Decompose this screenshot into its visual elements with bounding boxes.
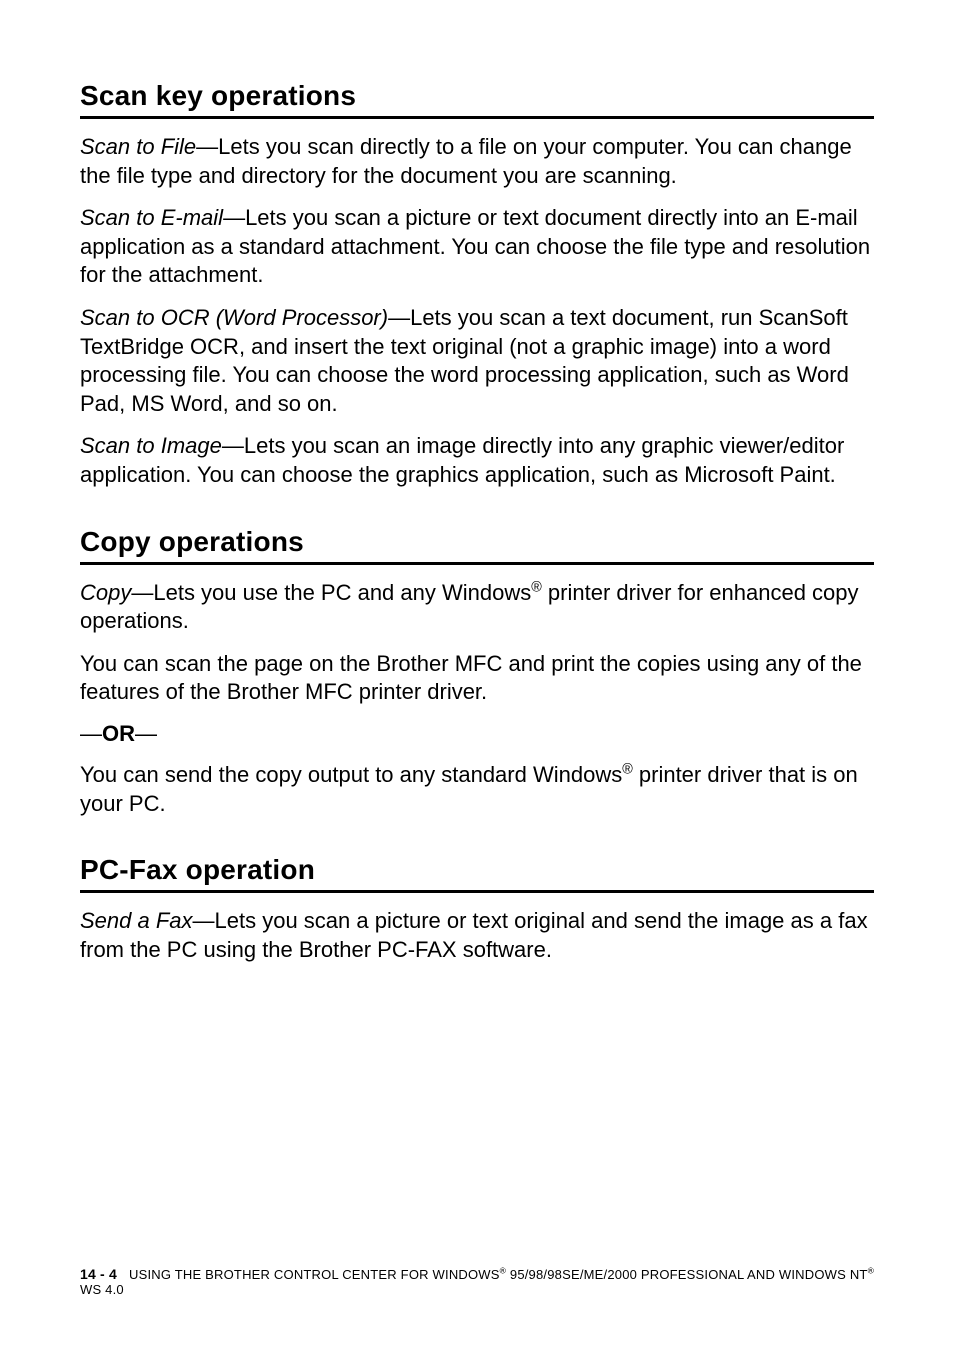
registered-mark-icon: ® <box>868 1266 874 1276</box>
para-scan-to-ocr: Scan to OCR (Word Processor)—Lets you sc… <box>80 304 874 418</box>
text-copy-1a: —Lets you use the PC and any Windows <box>131 580 531 605</box>
or-dash2: — <box>135 721 157 746</box>
para-scan-to-image: Scan to Image—Lets you scan an image dir… <box>80 432 874 489</box>
footer-text-a: USING THE BROTHER CONTROL CENTER FOR WIN… <box>129 1267 500 1282</box>
text-send-a-fax: —Lets you scan a picture or text origina… <box>80 908 868 962</box>
lead-scan-to-file: Scan to File <box>80 134 196 159</box>
lead-send-a-fax: Send a Fax <box>80 908 193 933</box>
para-pcfax-1: Send a Fax—Lets you scan a picture or te… <box>80 907 874 964</box>
para-copy-3: You can send the copy output to any stan… <box>80 761 874 818</box>
page-number: 14 - 4 <box>80 1266 117 1282</box>
heading-scan: Scan key operations <box>80 80 874 119</box>
lead-copy: Copy <box>80 580 131 605</box>
spacer <box>80 832 874 854</box>
page-footer: 14 - 4 USING THE BROTHER CONTROL CENTER F… <box>80 1266 874 1297</box>
heading-copy: Copy operations <box>80 526 874 565</box>
footer-text-c: WS 4.0 <box>80 1282 124 1297</box>
lead-scan-to-email: Scan to E-mail <box>80 205 223 230</box>
page: Scan key operations Scan to File—Lets yo… <box>0 0 954 1352</box>
heading-pcfax: PC-Fax operation <box>80 854 874 893</box>
or-dash1: — <box>80 721 102 746</box>
footer-text-b: 95/98/98SE/ME/2000 PROFESSIONAL AND WIND… <box>506 1267 867 1282</box>
spacer <box>80 504 874 526</box>
para-scan-to-email: Scan to E-mail—Lets you scan a picture o… <box>80 204 874 290</box>
para-scan-to-file: Scan to File—Lets you scan directly to a… <box>80 133 874 190</box>
text-scan-to-file: —Lets you scan directly to a file on you… <box>80 134 852 188</box>
lead-scan-to-ocr: Scan to OCR (Word Processor) <box>80 305 388 330</box>
or-text: OR <box>102 721 135 746</box>
or-separator: —OR— <box>80 721 874 747</box>
para-copy-1: Copy—Lets you use the PC and any Windows… <box>80 579 874 636</box>
registered-mark-icon: ® <box>622 762 633 778</box>
text-copy-3a: You can send the copy output to any stan… <box>80 762 622 787</box>
registered-mark-icon: ® <box>531 579 542 595</box>
lead-scan-to-image: Scan to Image <box>80 433 222 458</box>
para-copy-2: You can scan the page on the Brother MFC… <box>80 650 874 707</box>
